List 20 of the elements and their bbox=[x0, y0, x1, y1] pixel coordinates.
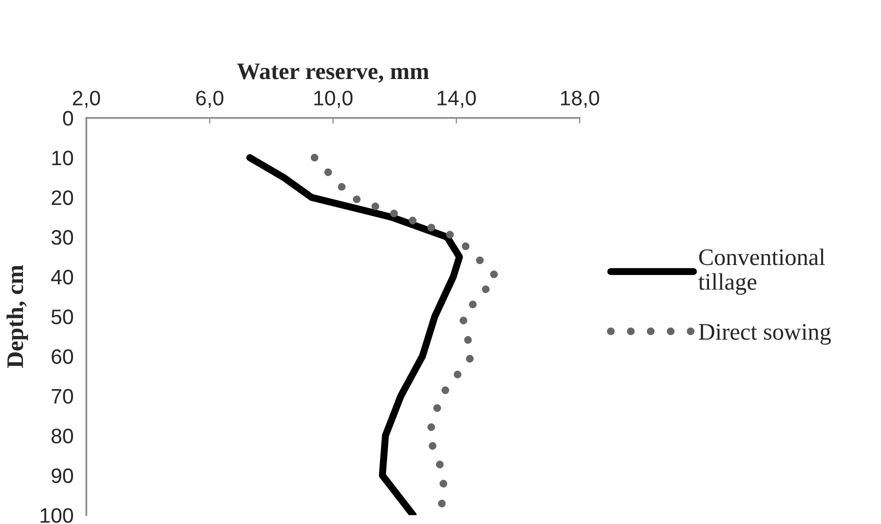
y-tick-label: 60 bbox=[52, 349, 74, 364]
y-axis-title: Depth, cm bbox=[6, 265, 28, 368]
y-tick-label: 100 bbox=[40, 508, 74, 523]
x-axis-title: Water reserve, mm bbox=[237, 64, 429, 83]
y-tick-label: 10 bbox=[52, 150, 74, 166]
y-tick-label: 80 bbox=[52, 428, 74, 444]
y-tick-label: 40 bbox=[51, 270, 74, 285]
y-tick-label: 20 bbox=[52, 190, 74, 206]
y-tick-label: 70 bbox=[52, 388, 74, 404]
legend-label: Direct sowing bbox=[698, 324, 831, 345]
x-tick-label: 10,0 bbox=[314, 90, 352, 108]
x-tick-label: 6,0 bbox=[196, 90, 224, 108]
y-tick-label: 50 bbox=[52, 309, 74, 324]
y-tick-label: 90 bbox=[52, 468, 74, 484]
x-tick-label: 14,0 bbox=[438, 90, 476, 108]
y-tick-label: 0 bbox=[63, 110, 74, 126]
x-tick-label: 2,0 bbox=[72, 90, 100, 108]
y-tick-label: 30 bbox=[51, 230, 74, 245]
legend-label: Conventional tillage bbox=[698, 248, 825, 295]
x-tick-label: 18,0 bbox=[561, 90, 600, 108]
